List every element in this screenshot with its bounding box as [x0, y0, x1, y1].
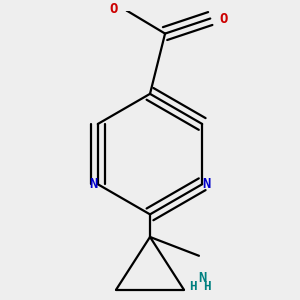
- Text: O: O: [220, 11, 228, 26]
- Text: N: N: [89, 177, 98, 191]
- Text: O: O: [110, 2, 118, 16]
- Text: N: N: [202, 177, 211, 191]
- Text: H: H: [203, 280, 210, 293]
- Text: N: N: [199, 271, 207, 285]
- Text: H: H: [190, 280, 197, 293]
